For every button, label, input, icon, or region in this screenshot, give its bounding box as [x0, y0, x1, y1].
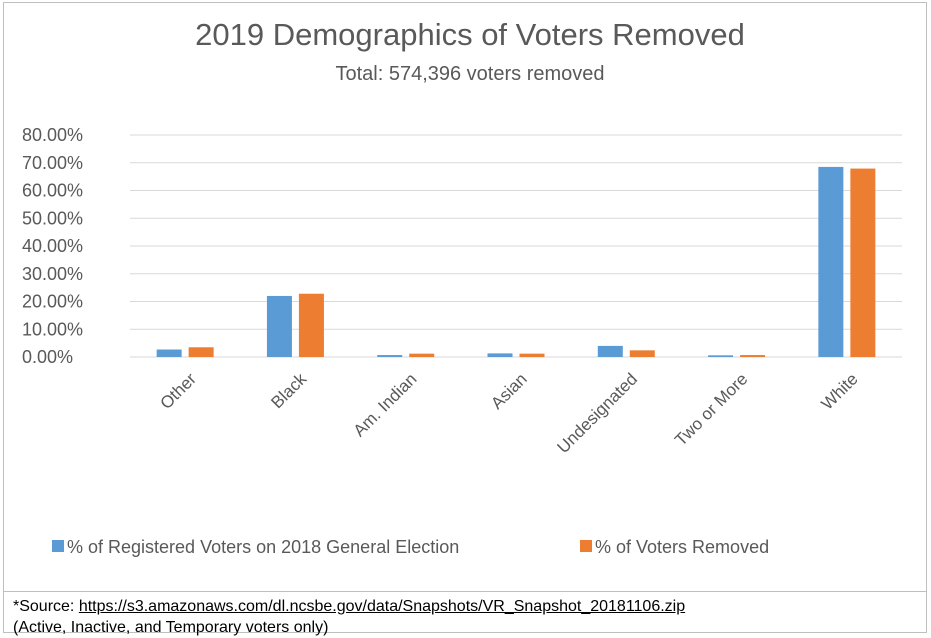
- chart-subtitle: Total: 574,396 voters removed: [335, 63, 604, 85]
- y-tick-label: 30.00%: [22, 264, 83, 284]
- bar-removed-undesignated: [629, 350, 655, 357]
- source-line: *Source: https://s3.amazonaws.com/dl.ncs…: [13, 596, 927, 617]
- legend-label: % of Voters Removed: [595, 537, 769, 557]
- y-tick-label: 20.00%: [22, 292, 83, 312]
- bar-removed-white: [850, 168, 876, 357]
- bar-registered-am-indian: [377, 355, 403, 357]
- bar-registered-asian: [487, 353, 513, 357]
- bar-removed-am-indian: [409, 353, 435, 357]
- x-tick-label: Undesignated: [553, 369, 641, 457]
- source-note: *Source: https://s3.amazonaws.com/dl.ncs…: [3, 591, 927, 636]
- bar-registered-black: [266, 295, 292, 357]
- y-tick-label: 50.00%: [22, 208, 83, 228]
- x-tick-label: White: [818, 369, 862, 413]
- x-tick-label: Asian: [487, 369, 531, 413]
- bar-chart: 2019 Demographics of Voters Removed Tota…: [22, 17, 902, 557]
- gridlines: [130, 134, 902, 358]
- y-tick-label: 0.00%: [22, 347, 73, 367]
- x-tick-label: Other: [156, 369, 200, 413]
- bar-registered-white: [818, 166, 844, 357]
- legend-swatch: [52, 540, 64, 552]
- y-tick-label: 80.00%: [22, 125, 83, 145]
- bar-registered-other: [156, 349, 182, 357]
- bar-registered-two-or-more: [708, 355, 734, 357]
- x-tick-label: Two or More: [671, 369, 751, 449]
- source-prefix: *Source:: [13, 598, 79, 615]
- chart-frame: [3, 2, 927, 633]
- y-tick-label: 60.00%: [22, 181, 83, 201]
- chart-title: 2019 Demographics of Voters Removed: [195, 17, 745, 52]
- bar-registered-undesignated: [597, 345, 623, 357]
- y-tick-label: 10.00%: [22, 319, 83, 339]
- source-link[interactable]: https://s3.amazonaws.com/dl.ncsbe.gov/da…: [78, 598, 686, 615]
- legend-label: % of Registered Voters on 2018 General E…: [67, 537, 459, 557]
- y-axis-ticks: 0.00% 10.00% 20.00% 30.00% 40.00% 50.00% 60.00…: [22, 125, 83, 367]
- x-tick-label: Am. Indian: [350, 369, 421, 440]
- y-tick-label: 70.00%: [22, 153, 83, 173]
- x-axis-ticks: Other Black Am. Indian Asian Undesignated Two…: [156, 369, 861, 457]
- legend-swatch: [580, 540, 592, 552]
- bars: [156, 166, 876, 357]
- legend: % of Registered Voters on 2018 General E…: [52, 537, 769, 557]
- bar-removed-other: [188, 347, 214, 357]
- y-tick-label: 40.00%: [22, 236, 83, 256]
- source-caveat: (Active, Inactive, and Temporary voters …: [13, 619, 329, 636]
- x-tick-label: Black: [267, 369, 310, 412]
- bar-removed-asian: [519, 353, 545, 357]
- bar-removed-black: [298, 293, 324, 357]
- bar-removed-two-or-more: [740, 355, 766, 357]
